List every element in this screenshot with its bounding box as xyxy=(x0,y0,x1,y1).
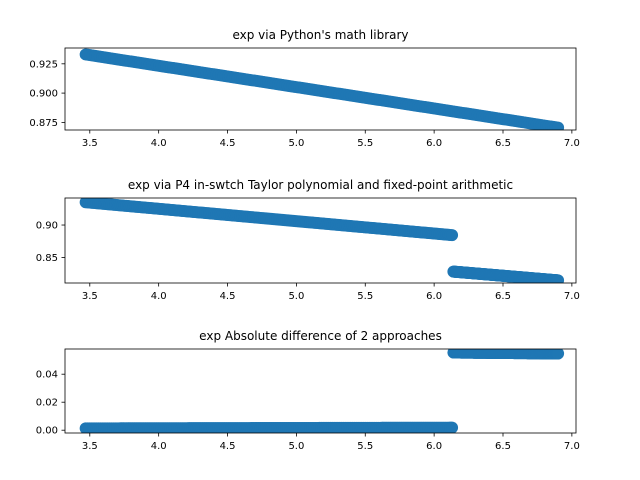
x-tick-label: 4.5 xyxy=(220,138,236,149)
axes-frame xyxy=(64,47,577,131)
subplot-1: exp via Python's math library 3.5 4.0 4.5 5.… xyxy=(29,28,579,149)
y-tick-label: 0.00 xyxy=(36,426,58,437)
data-point xyxy=(552,121,565,130)
subplot-title: exp via Python's math library xyxy=(232,28,408,42)
x-tick-label: 6.5 xyxy=(495,138,511,149)
subplot-title: exp via P4 in-swtch Taylor polynomial an… xyxy=(128,178,513,192)
y-tick-label: 0.900 xyxy=(29,89,58,100)
axes-frame xyxy=(64,348,577,434)
x-tick-label: 6.5 xyxy=(495,291,511,302)
subplot-2: exp via P4 in-swtch Taylor polynomial an… xyxy=(36,178,580,302)
y-tick-label: 0.90 xyxy=(36,221,58,232)
x-tick-label: 7.0 xyxy=(564,291,580,302)
y-tick-label: 0.85 xyxy=(36,253,58,264)
x-tick-label: 6.5 xyxy=(495,441,511,452)
x-tick-label: 6.0 xyxy=(426,291,442,302)
y-tick-label: 0.925 xyxy=(29,59,58,70)
x-tick-label: 5.5 xyxy=(357,138,373,149)
x-tick-label: 5.0 xyxy=(288,138,304,149)
x-tick-label: 7.0 xyxy=(564,441,580,452)
scatter-points xyxy=(79,349,565,433)
x-tick-label: 3.5 xyxy=(82,138,98,149)
x-tick-label: 5.0 xyxy=(288,291,304,302)
data-point xyxy=(552,349,565,360)
subplot-3: exp Absolute difference of 2 approaches 3… xyxy=(36,329,580,452)
y-tick-label: 0.875 xyxy=(29,118,58,129)
subplot-title: exp Absolute difference of 2 approaches xyxy=(199,329,442,343)
y-tick-label: 0.04 xyxy=(36,370,58,381)
x-tick-label: 5.5 xyxy=(357,291,373,302)
axes-frame xyxy=(64,197,577,284)
x-tick-label: 7.0 xyxy=(564,138,580,149)
x-tick-label: 4.0 xyxy=(151,138,167,149)
x-tick-label: 6.0 xyxy=(426,138,442,149)
x-tick-label: 3.5 xyxy=(82,291,98,302)
x-tick-label: 5.5 xyxy=(357,441,373,452)
scatter-points xyxy=(79,198,565,283)
y-tick-label: 0.02 xyxy=(36,398,58,409)
x-tick-label: 6.0 xyxy=(426,441,442,452)
data-point xyxy=(552,274,565,283)
x-tick-label: 4.5 xyxy=(220,291,236,302)
data-point xyxy=(446,421,459,433)
x-tick-label: 4.0 xyxy=(151,291,167,302)
x-tick-label: 4.0 xyxy=(151,441,167,452)
scatter-points xyxy=(79,48,565,130)
data-point xyxy=(446,229,459,242)
x-tick-label: 3.5 xyxy=(82,441,98,452)
x-tick-label: 5.0 xyxy=(288,441,304,452)
x-tick-label: 4.5 xyxy=(220,441,236,452)
